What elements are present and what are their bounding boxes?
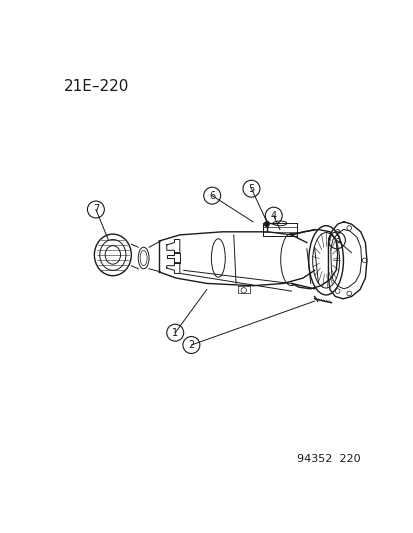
- Bar: [262, 223, 296, 236]
- Text: 3: 3: [333, 235, 339, 245]
- Circle shape: [263, 221, 269, 227]
- Text: 1: 1: [172, 328, 178, 338]
- Text: 7: 7: [93, 205, 99, 214]
- Text: 6: 6: [209, 191, 215, 200]
- Text: 4: 4: [270, 211, 276, 221]
- Text: 5: 5: [248, 184, 254, 193]
- Text: 21E–220: 21E–220: [64, 79, 128, 94]
- Text: 94352  220: 94352 220: [297, 454, 360, 464]
- Text: 2: 2: [188, 340, 194, 350]
